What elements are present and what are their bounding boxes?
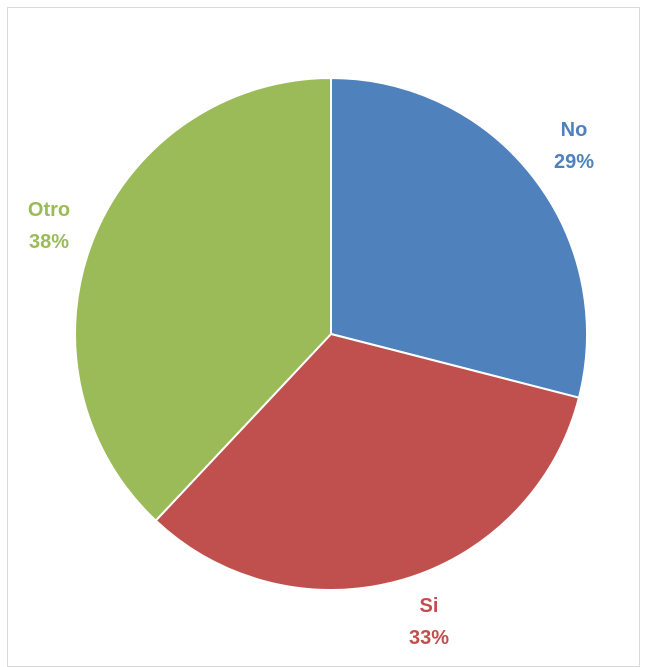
pie-slice-no	[330, 77, 588, 399]
slice-label-si-value: 33%	[409, 627, 449, 649]
slice-label-otro-name: Otro	[28, 199, 70, 221]
slice-label-otro-value: 38%	[29, 231, 69, 253]
pie-slice-si	[154, 333, 580, 591]
label-no: No 29%	[554, 119, 594, 173]
pie-slice-otro	[74, 77, 332, 522]
label-otro: Otro 38%	[28, 199, 70, 253]
slice-label-si-name: Si	[420, 595, 439, 617]
label-si: Si 33%	[409, 595, 449, 649]
slice-label-no-value: 29%	[554, 151, 594, 173]
slice-label-no-name: No	[561, 119, 588, 141]
